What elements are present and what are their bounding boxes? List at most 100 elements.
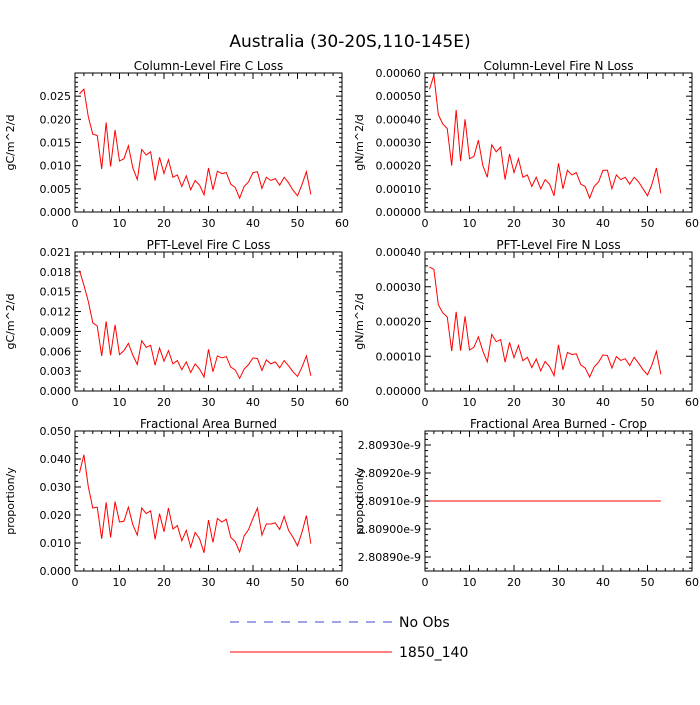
x-tick-label: 10 (463, 217, 477, 230)
y-tick-label: 2.80910e-9 (358, 495, 421, 508)
series-line-1850-140 (79, 88, 312, 200)
panel-1: Column-Level Fire C Loss gC/m^2/d 0 10 20 30 4… (4, 59, 349, 230)
y-axis-label: gN/m^2/d (353, 293, 366, 350)
legend-label-1850-140: 1850_140 (399, 645, 468, 661)
y-tick-label: 0.00030 (376, 281, 422, 294)
y-tick-label: 0.000 (40, 385, 72, 398)
x-tick-label: 50 (291, 396, 305, 409)
x-tick-label: 0 (72, 217, 79, 230)
series-line-1850-140 (429, 266, 662, 379)
x-tick-label: 10 (113, 576, 127, 589)
y-tick-label: 0.025 (40, 90, 72, 103)
panel-3: PFT-Level Fire C Loss gC/m^2/d 0 10 20 30 40 50… (4, 238, 349, 409)
x-tick-label: 40 (246, 217, 260, 230)
x-tick-label: 40 (596, 576, 610, 589)
series-line-1850-140 (428, 75, 662, 200)
y-tick-label: 0.00060 (376, 67, 422, 80)
x-tick-label: 50 (641, 217, 655, 230)
y-tick-label: 0.010 (40, 537, 72, 550)
panel-title: Column-Level Fire N Loss (483, 59, 633, 73)
panels-group: Column-Level Fire C Loss gC/m^2/d 0 10 20 30 4… (4, 59, 699, 589)
y-tick-label: 0.018 (40, 266, 72, 279)
y-tick-label: 0.020 (40, 113, 72, 126)
y-tick-label: 0.000 (40, 565, 72, 578)
y-tick-label: 0.00020 (376, 160, 422, 173)
y-tick-label: 0.009 (40, 325, 72, 338)
x-tick-label: 30 (552, 217, 566, 230)
x-tick-label: 40 (246, 396, 260, 409)
y-tick-label: 0.00040 (376, 246, 422, 259)
x-tick-label: 30 (202, 576, 216, 589)
y-tick-label: 2.80900e-9 (358, 523, 421, 536)
x-tick-label: 10 (463, 396, 477, 409)
y-tick-label: 0.00020 (376, 316, 422, 329)
legend-label-no-obs: No Obs (399, 615, 450, 631)
y-tick-label: 0.015 (40, 286, 72, 299)
y-tick-label: 0.00010 (376, 183, 422, 196)
x-tick-label: 50 (641, 396, 655, 409)
x-tick-label: 10 (113, 217, 127, 230)
x-tick-label: 20 (507, 576, 521, 589)
y-tick-label: 0.000 (40, 206, 72, 219)
y-tick-label: 0.040 (40, 453, 72, 466)
y-axis-label: gC/m^2/d (4, 115, 17, 171)
y-tick-label: 2.80930e-9 (358, 439, 421, 452)
y-tick-label: 0.00000 (376, 385, 422, 398)
x-tick-label: 0 (422, 217, 429, 230)
y-tick-label: 0.005 (40, 183, 72, 196)
x-tick-label: 50 (291, 576, 305, 589)
x-tick-label: 30 (202, 217, 216, 230)
y-axis-label: gN/m^2/d (353, 114, 366, 171)
y-tick-label: 0.003 (40, 365, 72, 378)
panel-title: Column-Level Fire C Loss (134, 59, 284, 73)
y-tick-label: 0.00010 (376, 350, 422, 363)
panel-6: Fractional Area Burned - Crop proportion/… (353, 417, 699, 589)
y-tick-label: 0.006 (40, 345, 72, 358)
x-tick-label: 40 (246, 576, 260, 589)
panel-5: Fractional Area Burned proportion/y 0 10 20 3… (4, 417, 349, 589)
panel-title: PFT-Level Fire C Loss (147, 238, 271, 252)
x-tick-label: 40 (596, 396, 610, 409)
y-tick-label: 0.015 (40, 137, 72, 150)
y-axis-label: gC/m^2/d (4, 294, 17, 350)
y-axis-label: proportion/y (4, 467, 17, 535)
x-tick-label: 10 (113, 396, 127, 409)
x-tick-label: 20 (157, 396, 171, 409)
x-tick-label: 30 (552, 396, 566, 409)
y-tick-label: 0.021 (40, 246, 72, 259)
panel-title: Fractional Area Burned - Crop (470, 417, 647, 431)
x-tick-label: 50 (641, 576, 655, 589)
y-tick-label: 0.00000 (376, 206, 422, 219)
figure-title: Australia (30-20S,110-145E) (229, 32, 470, 52)
x-tick-label: 20 (507, 217, 521, 230)
y-tick-label: 0.020 (40, 509, 72, 522)
y-tick-label: 2.80890e-9 (358, 551, 421, 564)
y-tick-label: 0.050 (40, 425, 72, 438)
x-tick-label: 30 (202, 396, 216, 409)
x-tick-label: 0 (72, 396, 79, 409)
series-line-1850-140 (78, 454, 312, 554)
x-tick-label: 0 (72, 576, 79, 589)
y-tick-label: 0.030 (40, 481, 72, 494)
x-tick-label: 60 (685, 217, 699, 230)
panel-title: PFT-Level Fire N Loss (496, 238, 620, 252)
x-tick-label: 60 (685, 576, 699, 589)
x-tick-label: 20 (157, 217, 171, 230)
series-line-1850-140 (78, 270, 312, 380)
legend: No Obs 1850_140 (230, 615, 468, 661)
x-tick-label: 10 (463, 576, 477, 589)
x-tick-label: 60 (335, 576, 349, 589)
y-tick-label: 0.00030 (376, 137, 422, 150)
y-tick-label: 2.80920e-9 (358, 467, 421, 480)
y-axis-label: proportion/y (353, 467, 366, 535)
panel-2: Column-Level Fire N Loss gN/m^2/d 0 10 20 30 4… (353, 59, 699, 230)
x-tick-label: 20 (507, 396, 521, 409)
x-tick-label: 0 (422, 396, 429, 409)
y-tick-label: 0.00050 (376, 90, 422, 103)
x-tick-label: 40 (596, 217, 610, 230)
x-tick-label: 60 (335, 396, 349, 409)
x-tick-label: 60 (685, 396, 699, 409)
x-tick-label: 0 (422, 576, 429, 589)
